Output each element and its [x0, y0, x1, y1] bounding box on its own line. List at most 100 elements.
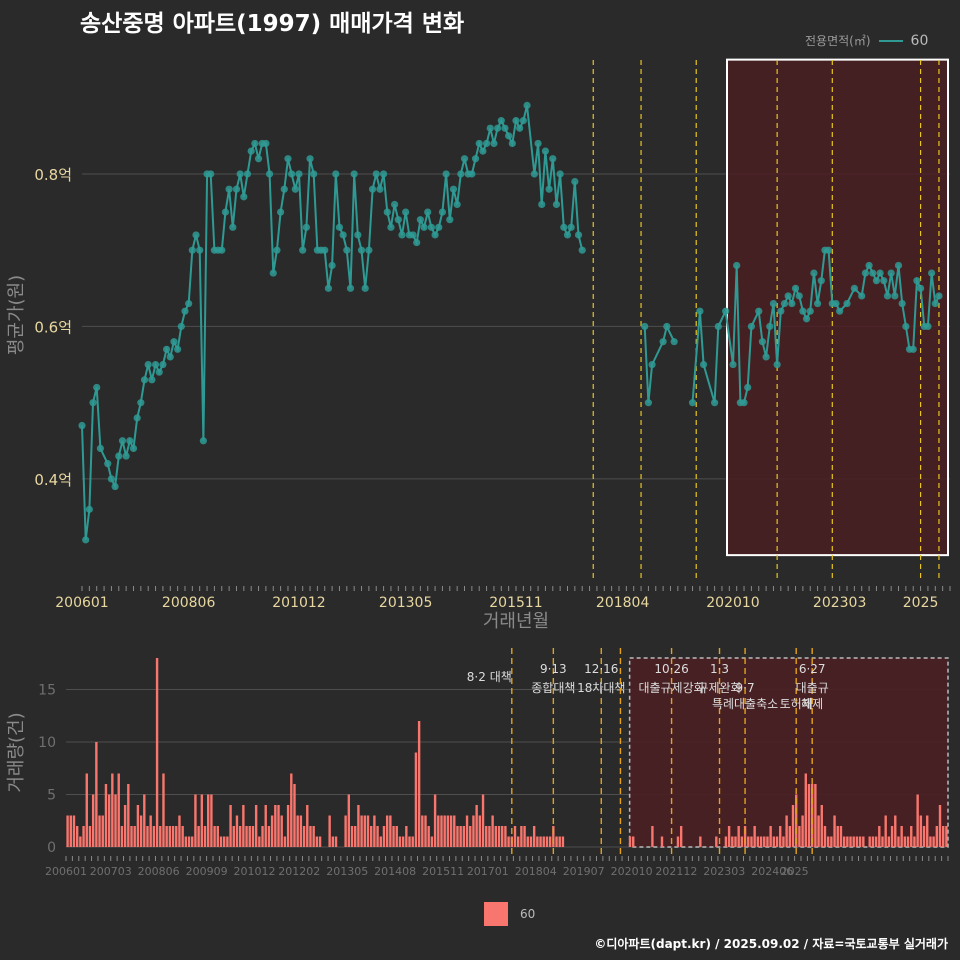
price-point: [107, 475, 116, 483]
volume-bar: [91, 794, 95, 847]
price-x-tick-label: 202303: [813, 595, 866, 611]
volume-bar: [526, 836, 529, 847]
price-point: [523, 101, 531, 109]
volume-bar: [823, 826, 827, 847]
price-point: [151, 360, 160, 369]
volume-bar: [258, 836, 261, 847]
price-point: [155, 368, 163, 376]
volume-bar: [855, 836, 859, 847]
price-point: [339, 231, 347, 239]
volume-bar: [737, 826, 740, 847]
volume-y-tick-label: 15: [38, 683, 56, 699]
volume-bar: [286, 805, 290, 847]
price-point: [744, 383, 752, 392]
price-point: [181, 307, 189, 315]
price-point: [475, 139, 483, 148]
volume-bar: [485, 826, 488, 847]
price-point: [931, 299, 939, 308]
price-point: [162, 345, 171, 353]
volume-bar: [756, 836, 760, 847]
price-point: [82, 536, 90, 544]
price-point: [501, 124, 509, 132]
volume-bar: [536, 836, 539, 847]
price-x-tick-label: 201012: [272, 595, 325, 611]
price-point: [446, 216, 454, 224]
volume-bar: [280, 815, 283, 847]
price-point: [372, 170, 380, 178]
volume-policy-label: 대출규: [796, 681, 829, 695]
volume-x-tick-label: 202112: [655, 865, 697, 878]
volume-bar: [916, 794, 919, 847]
chart-title: 송산중명 아파트(1997) 매매가격 변화: [80, 11, 465, 37]
price-point: [729, 360, 737, 369]
volume-bar: [248, 826, 251, 847]
price-point: [663, 322, 671, 331]
volume-bar: [817, 815, 820, 847]
volume-x-tick-label: 200806: [138, 865, 180, 878]
volume-y-axis-label: 거래량(건): [6, 712, 27, 792]
price-point: [177, 322, 185, 331]
price-point: [457, 170, 465, 178]
price-point: [858, 292, 866, 300]
price-point: [766, 322, 774, 331]
volume-bar: [139, 815, 143, 847]
volume-x-tick-label: 201804: [515, 865, 557, 878]
volume-bar: [104, 784, 108, 847]
volume-bar: [344, 815, 347, 847]
volume-y-tick-label: 0: [47, 840, 56, 856]
volume-bar: [763, 836, 766, 847]
volume-bar: [858, 836, 862, 847]
volume-bar: [842, 836, 846, 847]
volume-bar: [472, 815, 475, 847]
price-point: [232, 185, 241, 193]
price-x-tick-label: 201305: [379, 595, 432, 611]
volume-bar: [315, 836, 319, 847]
price-point: [310, 170, 318, 178]
top-legend-label: 60: [910, 32, 929, 49]
volume-bar: [392, 826, 395, 847]
volume-policy-label: 9·13: [540, 662, 567, 676]
volume-bar: [296, 815, 299, 847]
price-point: [324, 284, 333, 292]
volume-x-tick-label: 201305: [326, 865, 368, 878]
volume-bar: [929, 836, 932, 847]
volume-bar: [82, 826, 85, 847]
volume-bar: [299, 815, 303, 847]
price-point: [306, 155, 314, 163]
volume-bar: [207, 794, 210, 847]
price-point: [295, 170, 303, 178]
price-point: [788, 299, 796, 308]
volume-x-tick-label: 201701: [467, 865, 509, 878]
volume-policy-label: 종합대책: [531, 680, 575, 695]
volume-bar: [836, 826, 839, 847]
volume-bar: [884, 815, 887, 847]
volume-bar: [331, 836, 335, 847]
price-point: [376, 185, 384, 193]
volume-bar: [101, 815, 104, 847]
price-point: [641, 322, 649, 331]
price-point: [755, 307, 763, 315]
volume-bar: [791, 805, 795, 847]
volume-bar: [414, 752, 418, 847]
volume-bar: [79, 836, 82, 847]
volume-bar: [679, 826, 683, 847]
price-point: [556, 170, 564, 178]
volume-bar: [497, 826, 501, 847]
price-point: [505, 132, 513, 140]
volume-bar: [826, 836, 830, 847]
price-point: [438, 208, 447, 216]
volume-bar: [727, 826, 731, 847]
volume-bar: [309, 826, 312, 847]
price-point: [891, 292, 899, 300]
price-point: [247, 147, 255, 155]
volume-bar: [552, 826, 555, 847]
price-point: [909, 345, 917, 353]
price-point: [530, 170, 538, 178]
price-x-tick-label: 2025: [903, 595, 939, 611]
price-point: [519, 117, 527, 125]
volume-bar: [740, 836, 744, 847]
volume-bar: [919, 815, 923, 847]
price-point: [368, 185, 377, 193]
volume-x-tick-label: 201202: [278, 865, 320, 878]
